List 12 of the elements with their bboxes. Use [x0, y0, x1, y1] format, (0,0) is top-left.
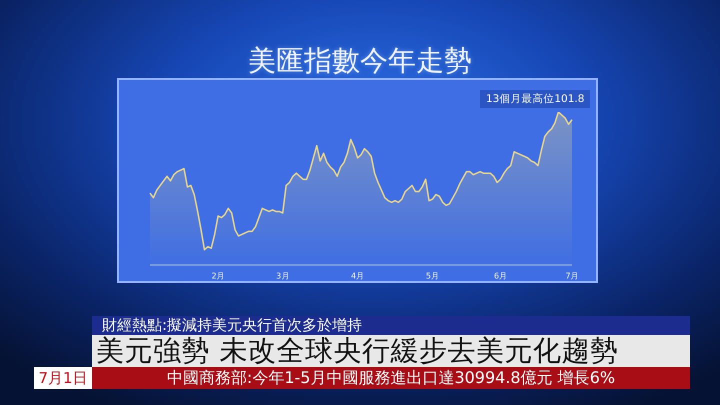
x-tick-label: 5月: [426, 272, 440, 281]
text: 13個月最高位101.8: [480, 90, 590, 108]
chart-title: 美匯指數今年走勢: [247, 43, 473, 79]
x-tick-label: 4月: [351, 272, 364, 281]
x-tick-label: 3月: [276, 272, 290, 281]
text: 財經熱點:擬減持美元央行首次多於增持: [92, 316, 690, 335]
x-tick-label: 6月: [494, 272, 508, 281]
x-tick-label: 2月: [212, 272, 225, 281]
x-tick-label: 7月: [565, 272, 579, 281]
text: 美元強勢 未改全球央行緩步去美元化趨勢: [92, 334, 690, 367]
text: 7月1日: [34, 367, 92, 389]
text: 中國商務部:今年1-5月中國服務進出口達30994.8億元 增長6%: [92, 367, 690, 389]
